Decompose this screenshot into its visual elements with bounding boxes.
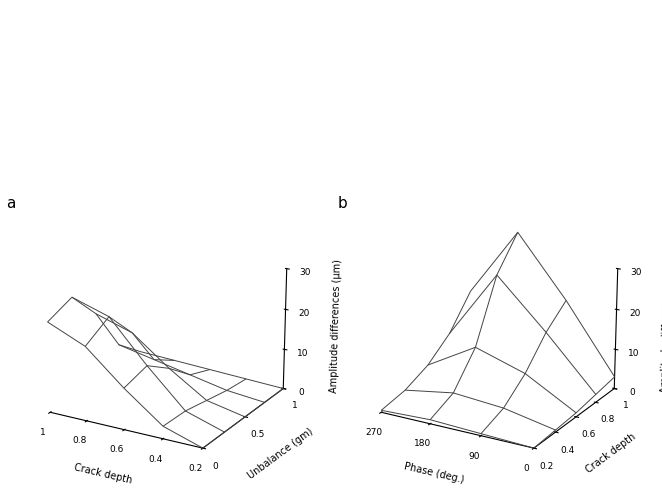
- Y-axis label: Unbalance (gm): Unbalance (gm): [246, 426, 314, 480]
- X-axis label: Phase (deg.): Phase (deg.): [403, 461, 465, 485]
- X-axis label: Crack depth: Crack depth: [73, 461, 133, 484]
- Y-axis label: Crack depth: Crack depth: [585, 431, 638, 474]
- Text: a: a: [7, 195, 16, 210]
- Text: b: b: [338, 195, 348, 210]
